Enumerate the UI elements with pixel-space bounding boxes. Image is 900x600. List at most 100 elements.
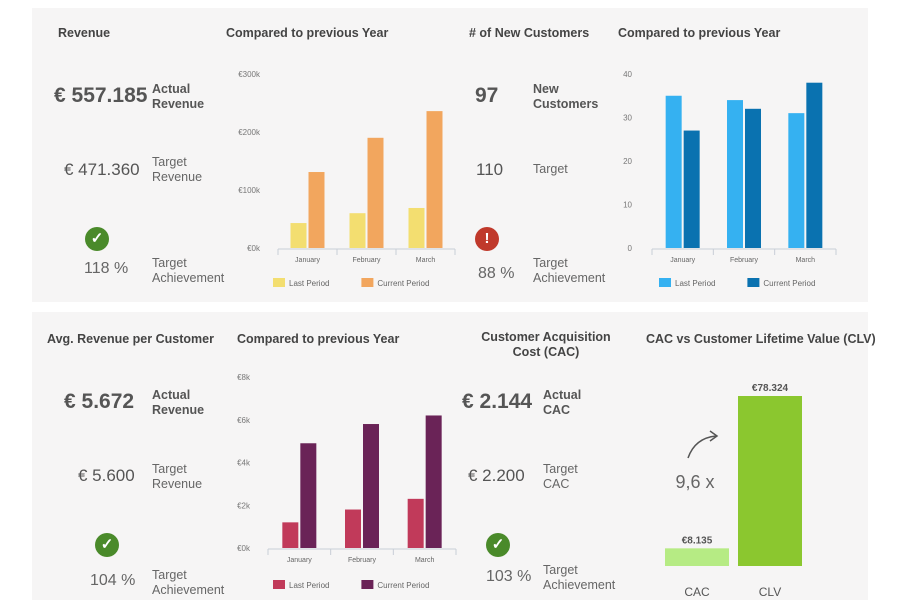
x-tick-label: CAC bbox=[684, 585, 710, 599]
y-tick-label: €8k bbox=[237, 373, 251, 382]
legend-label: Last Period bbox=[289, 581, 329, 590]
legend-label: Current Period bbox=[377, 581, 429, 590]
y-tick-label: €6k bbox=[237, 416, 251, 425]
ratio-annotation: 9,6 x bbox=[675, 472, 714, 492]
customers-target: 110 bbox=[476, 160, 504, 179]
y-tick-label: 40 bbox=[623, 70, 632, 79]
bar-last-period bbox=[290, 223, 307, 248]
revenue-title: Revenue bbox=[58, 26, 111, 40]
revenue-actual-label: Actual Revenue bbox=[152, 82, 205, 111]
y-tick-label: €0k bbox=[237, 544, 251, 553]
legend-label: Current Period bbox=[763, 279, 815, 288]
chart2-title: Compared to previous Year bbox=[618, 26, 781, 40]
y-tick-label: €200k bbox=[238, 128, 261, 137]
legend-label: Current Period bbox=[377, 279, 429, 288]
check-icon: ✓ bbox=[486, 533, 510, 557]
x-tick-label: January bbox=[295, 257, 320, 264]
bar-current-period bbox=[745, 108, 761, 248]
x-tick-label: CLV bbox=[759, 585, 781, 599]
bar-current-period bbox=[363, 424, 379, 548]
bar-current-period bbox=[308, 172, 325, 248]
bar-current-period bbox=[806, 82, 823, 248]
bar-current-period bbox=[426, 111, 443, 248]
revenue-achievement: 118 % bbox=[84, 260, 129, 277]
customers-actual: 97 bbox=[475, 84, 499, 107]
exclamation-icon: ! bbox=[475, 227, 499, 251]
arpc-achievement-label: Target Achievement bbox=[152, 568, 225, 597]
revenue-comparison-chart: €0k €100k €200k €300k January February March La… bbox=[238, 70, 456, 288]
y-tick-label: €4k bbox=[237, 459, 251, 468]
arpc-comparison-chart: €0k €2k €4k €6k €8k January February March Last … bbox=[237, 373, 457, 590]
revenue-target-label: Target Revenue bbox=[152, 155, 203, 184]
y-tick-label: 10 bbox=[623, 201, 632, 210]
revenue-achievement-label: Target Achievement bbox=[152, 256, 225, 285]
value-label: €8.135 bbox=[682, 535, 713, 546]
bar-current-period bbox=[300, 443, 317, 548]
cac-target: € 2.200 bbox=[468, 466, 525, 485]
bar-last-period bbox=[408, 207, 425, 248]
customers-comparison-chart: 0 10 20 30 40 January February March Last Period… bbox=[623, 70, 837, 288]
y-tick-label: 0 bbox=[628, 244, 633, 253]
bar-clv bbox=[738, 396, 802, 566]
cac-achievement: 103 % bbox=[486, 568, 532, 585]
legend-swatch bbox=[273, 580, 285, 589]
legend-swatch bbox=[747, 278, 760, 287]
y-tick-label: 20 bbox=[623, 157, 632, 166]
x-tick-label: February bbox=[348, 557, 377, 564]
cac-title: Customer Acquisition Cost (CAC) bbox=[481, 330, 611, 359]
legend-swatch bbox=[361, 580, 374, 589]
cac-clv-chart: €8.135 CAC €78.324 CLV 9,6 x bbox=[665, 383, 802, 599]
customers-target-label: Target bbox=[533, 162, 568, 176]
x-tick-label: January bbox=[670, 257, 695, 264]
bar-current-period bbox=[367, 137, 384, 248]
bar-last-period bbox=[665, 95, 682, 248]
x-tick-label: March bbox=[415, 557, 435, 564]
x-tick-label: January bbox=[287, 557, 312, 564]
bar-last-period bbox=[727, 100, 743, 248]
legend-swatch bbox=[273, 278, 285, 287]
bar-last-period bbox=[345, 509, 361, 548]
bar-current-period bbox=[425, 415, 442, 548]
cac-achievement-label: Target Achievement bbox=[543, 563, 616, 592]
y-tick-label: €0k bbox=[247, 244, 261, 253]
bar-last-period bbox=[407, 498, 424, 548]
y-tick-label: 30 bbox=[623, 114, 632, 123]
check-icon: ✓ bbox=[95, 533, 119, 557]
curved-arrow-icon bbox=[687, 435, 717, 459]
arpc-achievement: 104 % bbox=[90, 572, 136, 589]
customers-title: # of New Customers bbox=[469, 26, 590, 40]
arpc-title: Avg. Revenue per Customer bbox=[47, 332, 214, 346]
legend-label: Last Period bbox=[675, 279, 715, 288]
x-tick-label: February bbox=[352, 257, 381, 264]
cac-actual: € 2.144 bbox=[462, 390, 533, 413]
bar-current-period bbox=[683, 130, 700, 248]
x-tick-label: March bbox=[416, 257, 436, 264]
arpc-actual-label: Actual Revenue bbox=[152, 388, 205, 417]
arpc-target-label: Target Revenue bbox=[152, 462, 203, 491]
check-icon: ✓ bbox=[85, 227, 109, 251]
y-tick-label: €300k bbox=[238, 70, 261, 79]
chart4-title: CAC vs Customer Lifetime Value (CLV) bbox=[646, 332, 876, 346]
value-label: €78.324 bbox=[752, 383, 789, 394]
chart3-title: Compared to previous Year bbox=[237, 332, 400, 346]
revenue-actual: € 557.185 bbox=[54, 84, 148, 107]
legend-swatch bbox=[361, 278, 374, 287]
x-tick-label: March bbox=[796, 257, 816, 264]
y-tick-label: €2k bbox=[237, 501, 251, 510]
cac-actual-label: Actual CAC bbox=[543, 388, 582, 417]
bar-last-period bbox=[282, 522, 299, 548]
chart1-title: Compared to previous Year bbox=[226, 26, 389, 40]
legend-swatch bbox=[659, 278, 671, 287]
y-tick-label: €100k bbox=[238, 186, 261, 195]
revenue-target: € 471.360 bbox=[64, 160, 140, 179]
arpc-target: € 5.600 bbox=[78, 466, 135, 485]
legend-label: Last Period bbox=[289, 279, 329, 288]
arrow-head-icon bbox=[709, 430, 719, 442]
x-tick-label: February bbox=[730, 257, 759, 264]
arpc-actual: € 5.672 bbox=[64, 390, 135, 413]
bar-cac bbox=[665, 548, 729, 566]
customers-achievement-label: Target Achievement bbox=[533, 256, 606, 285]
cac-target-label: Target CAC bbox=[543, 462, 578, 491]
customers-achievement: 88 % bbox=[478, 265, 515, 282]
customers-actual-label: New Customers bbox=[533, 82, 599, 111]
